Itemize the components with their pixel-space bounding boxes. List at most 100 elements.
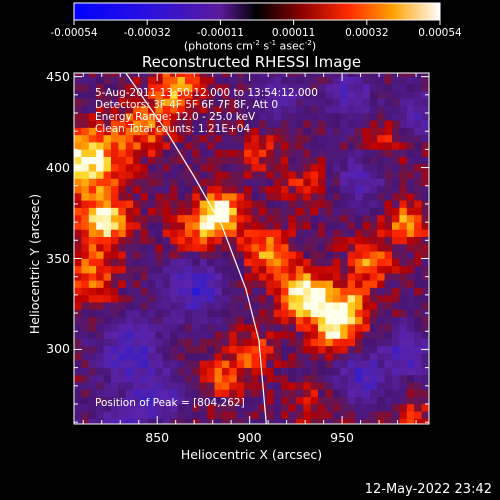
- heatmap-cell: [355, 82, 365, 92]
- heatmap-cell: [192, 191, 202, 201]
- heatmap-cell: [244, 285, 254, 296]
- heatmap-cell: [177, 314, 187, 325]
- heatmap-cell: [199, 125, 210, 136]
- heatmap-cell: [236, 198, 247, 208]
- heatmap-cell: [384, 183, 395, 194]
- heatmap-cell: [414, 387, 424, 398]
- heatmap-cell: [140, 416, 150, 424]
- heatmap-cell: [325, 103, 335, 114]
- heatmap-cell: [125, 89, 136, 99]
- heatmap-cell: [118, 82, 128, 92]
- heatmap-cell: [362, 89, 372, 99]
- heatmap-cell: [266, 394, 276, 405]
- heatmap-cell: [421, 256, 429, 267]
- heatmap-cell: [96, 293, 106, 303]
- heatmap-cell: [362, 329, 372, 339]
- heatmap-cell: [340, 191, 350, 201]
- heatmap-cell: [258, 227, 269, 237]
- heatmap-cell: [347, 373, 358, 383]
- heatmap-cell: [155, 82, 165, 92]
- heatmap-cell: [369, 416, 380, 424]
- heatmap-cell: [110, 96, 121, 107]
- heatmap-cell: [266, 365, 276, 376]
- heatmap-cell: [133, 329, 143, 339]
- heatmap-cell: [325, 365, 335, 376]
- heatmap-cell: [162, 314, 173, 325]
- heatmap-cell: [110, 74, 121, 85]
- heatmap-cell: [244, 242, 254, 252]
- heatmap-cell: [162, 416, 173, 424]
- heatmap-cell: [133, 358, 143, 368]
- heatmap-cell: [125, 140, 136, 150]
- heatmap-cell: [155, 213, 165, 223]
- heatmap-cell: [207, 307, 217, 318]
- heatmap-cell: [377, 358, 387, 368]
- heatmap-cell: [310, 96, 321, 107]
- heatmap-cell: [192, 380, 202, 390]
- heatmap-cell: [281, 278, 291, 288]
- heatmap-cell: [229, 82, 239, 92]
- heatmap-cell: [288, 293, 298, 303]
- heatmap-cell: [184, 205, 195, 216]
- heatmap-cell: [177, 96, 187, 107]
- heatmap-cell: [258, 293, 269, 303]
- heatmap-cell: [221, 140, 232, 150]
- heatmap-cell: [74, 198, 84, 208]
- heatmap-cell: [281, 329, 291, 339]
- heatmap-cell: [118, 351, 128, 361]
- heatmap-cell: [251, 162, 261, 172]
- heatmap-cell: [147, 322, 158, 332]
- heatmap-cell: [214, 285, 224, 296]
- heatmap-cell: [369, 89, 380, 99]
- heatmap-cell: [347, 263, 358, 274]
- heatmap-cell: [192, 293, 202, 303]
- heatmap-cell: [399, 242, 409, 252]
- heatmap-cell: [399, 74, 409, 85]
- heatmap-cell: [125, 373, 136, 383]
- heatmap-cell: [192, 409, 202, 419]
- heatmap-cell: [369, 314, 380, 325]
- heatmap-cell: [414, 249, 424, 259]
- heatmap-cell: [266, 263, 276, 274]
- heatmap-cell: [110, 271, 121, 281]
- heatmap-cell: [266, 74, 276, 85]
- heatmap-cell: [184, 73, 195, 77]
- heatmap-cell: [332, 154, 343, 165]
- heatmap-cell: [214, 263, 224, 274]
- heatmap-cell: [332, 220, 343, 230]
- heatmap-cell: [244, 278, 254, 288]
- heatmap-cell: [118, 278, 128, 288]
- heatmap-cell: [229, 133, 239, 143]
- heatmap-cell: [355, 213, 365, 223]
- heatmap-cell: [133, 198, 143, 208]
- heatmap-cell: [88, 198, 99, 208]
- heatmap-cell: [110, 351, 121, 361]
- heatmap-cell: [281, 416, 291, 424]
- heatmap-cell: [399, 409, 409, 419]
- heatmap-cell: [192, 300, 202, 310]
- heatmap-cell: [81, 278, 91, 288]
- heatmap-cell: [406, 205, 417, 216]
- heatmap-cell: [295, 82, 306, 92]
- heatmap-cell: [384, 154, 395, 165]
- heatmap-cell: [96, 227, 106, 237]
- heatmap-cell: [266, 271, 276, 281]
- heatmap-cell: [273, 162, 284, 172]
- heatmap-cell: [310, 234, 321, 245]
- heatmap-cell: [273, 183, 284, 194]
- heatmap-cell: [377, 314, 387, 325]
- heatmap-cell: [170, 380, 180, 390]
- heatmap-cell: [288, 111, 298, 121]
- heatmap-cell: [147, 300, 158, 310]
- heatmap-cell: [147, 416, 158, 424]
- heatmap-cell: [406, 285, 417, 296]
- heatmap-cell: [399, 387, 409, 398]
- heatmap-cell: [310, 118, 321, 128]
- heatmap-cell: [421, 227, 429, 237]
- heatmap-cell: [377, 271, 387, 281]
- heatmap-cell: [184, 409, 195, 419]
- heatmap-cell: [155, 111, 165, 121]
- heatmap-cell: [288, 358, 298, 368]
- heatmap-cell: [392, 82, 402, 92]
- heatmap-cell: [199, 133, 210, 143]
